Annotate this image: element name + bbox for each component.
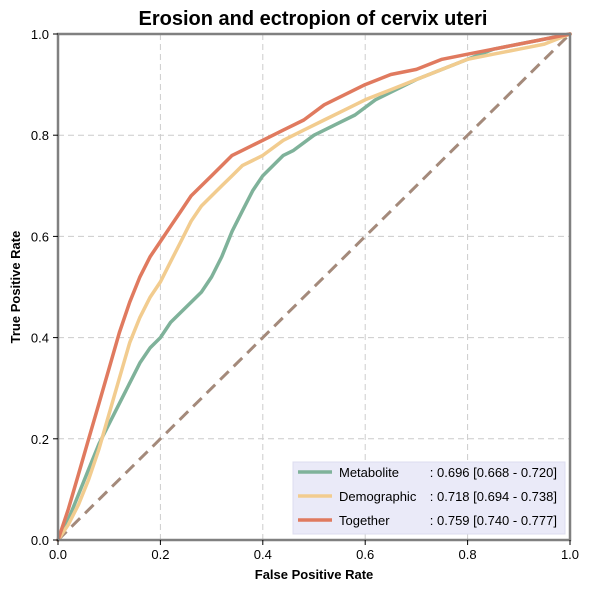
legend-series-name: Metabolite [339,465,399,480]
y-tick-label: 1.0 [31,27,49,42]
chance-diagonal-line [56,32,572,542]
legend: Metabolite : 0.696 [0.668 - 0.720] Demogra… [292,461,566,535]
x-tick-label: 0.6 [356,547,374,562]
x-tick-label: 0.8 [459,547,477,562]
x-tick-label: 0.2 [151,547,169,562]
chart-title: Erosion and ectropion of cervix uteri [139,8,488,30]
y-axis-ticks: 0.0 0.2 0.4 0.6 0.8 1.0 [31,27,58,548]
x-axis-ticks: 0.0 0.2 0.4 0.6 0.8 1.0 [49,540,579,562]
legend-series-stat: : 0.718 [0.694 - 0.738] [430,489,557,504]
y-tick-label: 0.0 [31,533,49,548]
legend-series-stat: : 0.696 [0.668 - 0.720] [430,465,557,480]
legend-series-name: Demographic [339,489,417,504]
series-lines [56,32,572,542]
x-tick-label: 0.0 [49,547,67,562]
legend-box [292,461,566,535]
y-axis-label: True Positive Rate [8,231,23,344]
series-line-demographic [56,32,572,542]
y-tick-label: 0.4 [31,331,49,346]
y-tick-label: 0.6 [31,229,49,244]
y-tick-label: 0.8 [31,128,49,143]
y-tick-label: 0.2 [31,432,49,447]
series-line-together [56,32,572,542]
plot-frame [56,32,572,542]
chance-line [56,32,572,542]
x-tick-label: 0.4 [254,547,272,562]
x-tick-label: 1.0 [561,547,579,562]
legend-series-stat: : 0.759 [0.740 - 0.777] [430,513,557,528]
legend-series-name: Together [339,513,390,528]
x-axis-label: False Positive Rate [255,567,374,582]
